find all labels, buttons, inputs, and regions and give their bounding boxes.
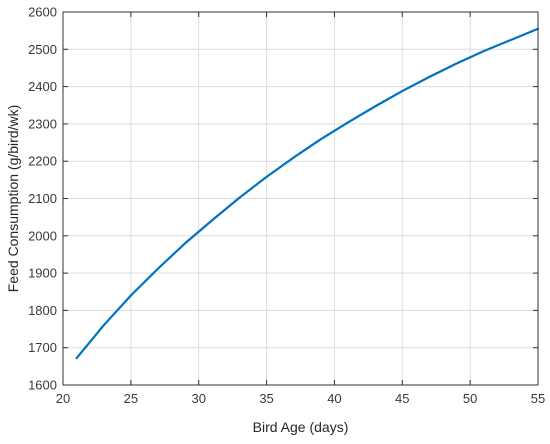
y-tick-label: 1600 — [28, 378, 57, 393]
y-tick-label: 2000 — [28, 228, 57, 243]
x-tick-label: 50 — [463, 391, 477, 406]
y-tick-label: 1800 — [28, 303, 57, 318]
y-tick-label: 2100 — [28, 191, 57, 206]
series-layer — [75, 27, 540, 360]
x-tick-label: 25 — [124, 391, 138, 406]
axis-ticks: 20 25 30 35 40 45 50 55 1600 1700 1800 1900 2000 2100… — [28, 5, 545, 407]
x-axis-label: Bird Age (days) — [253, 419, 349, 435]
y-tick-label: 2600 — [28, 5, 57, 20]
y-tick-label: 2200 — [28, 154, 57, 169]
x-tick-label: 45 — [395, 391, 409, 406]
grid-lines — [62, 11, 539, 386]
y-tick-label: 2400 — [28, 79, 57, 94]
x-tick-label: 20 — [56, 391, 70, 406]
x-tick-label: 55 — [531, 391, 545, 406]
x-tick-label: 40 — [327, 391, 341, 406]
y-axis-label: Feed Consumption (g/bird/wk) — [5, 105, 21, 293]
x-tick-label: 30 — [191, 391, 205, 406]
series-line — [75, 27, 540, 360]
y-tick-label: 1900 — [28, 266, 57, 281]
y-tick-label: 1700 — [28, 340, 57, 355]
x-tick-label: 35 — [259, 391, 273, 406]
y-tick-label: 2500 — [28, 42, 57, 57]
y-tick-label: 2300 — [28, 116, 57, 131]
